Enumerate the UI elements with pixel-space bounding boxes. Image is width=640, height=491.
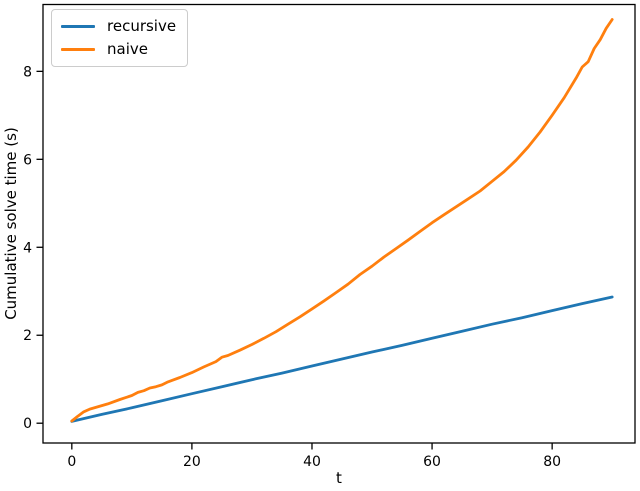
x-tick-label: 60: [423, 454, 441, 470]
x-tick-label: 80: [543, 454, 561, 470]
plot-frame: [42, 3, 636, 444]
series-line-recursive: [70, 295, 614, 423]
legend: recursive naive: [51, 9, 189, 67]
legend-line-naive-icon: [61, 48, 95, 51]
x-tick-label: 0: [67, 454, 76, 470]
legend-label-recursive: recursive: [107, 17, 177, 35]
legend-entry-naive: naive: [61, 38, 176, 61]
y-tick-label: 0: [23, 416, 32, 432]
y-tick-label: 6: [23, 152, 32, 168]
x-axis-label: t: [336, 469, 342, 487]
y-axis-label: Cumulative solve time (s): [2, 127, 20, 320]
legend-line-recursive-icon: [61, 25, 95, 28]
x-tick-label: 40: [303, 454, 321, 470]
legend-entry-recursive: recursive: [61, 15, 176, 38]
y-tick-label: 8: [23, 64, 32, 80]
legend-label-naive: naive: [107, 40, 148, 58]
plot-area: 0 20 40 60 80 0 2 4 6 8: [23, 3, 636, 470]
y-tick-label: 4: [23, 240, 32, 256]
x-tick-label: 20: [183, 454, 201, 470]
series-line-naive: [70, 18, 614, 423]
y-tick-label: 2: [23, 328, 32, 344]
